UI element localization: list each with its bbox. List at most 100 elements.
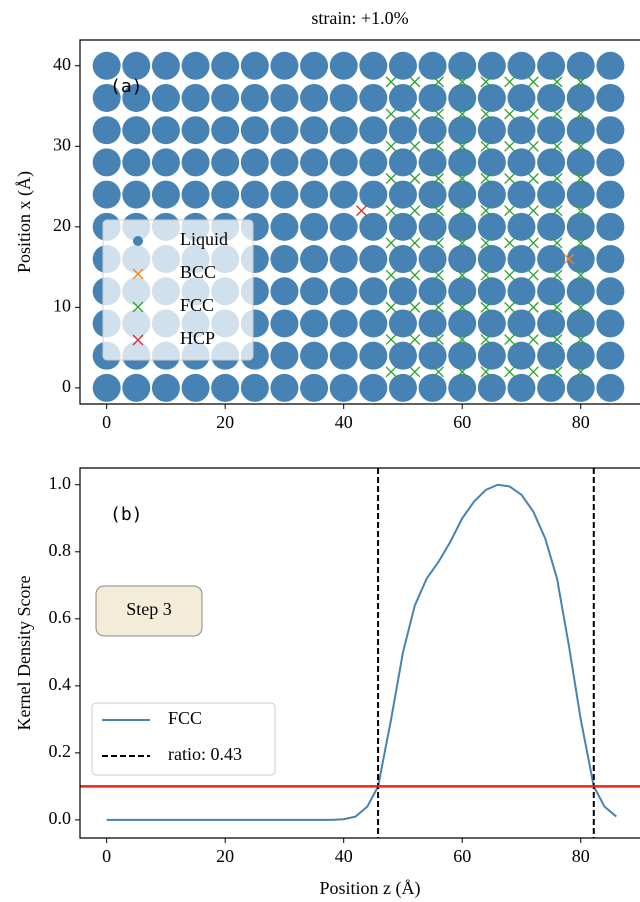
point	[477, 116, 506, 145]
point	[504, 173, 516, 184]
point	[566, 341, 595, 370]
point	[409, 205, 421, 217]
x-tick-label: 80	[572, 846, 590, 866]
point	[448, 373, 477, 402]
point	[151, 83, 180, 112]
point	[151, 148, 180, 177]
point	[270, 83, 299, 112]
point	[566, 373, 595, 402]
point	[504, 269, 516, 281]
point	[329, 180, 358, 209]
point	[270, 212, 299, 241]
point	[477, 212, 506, 241]
point	[409, 76, 421, 88]
point	[448, 51, 477, 80]
point	[122, 51, 151, 80]
x-axis-label: Position z (Å)	[320, 878, 421, 899]
point	[596, 277, 625, 306]
point	[329, 373, 358, 402]
y-tick-label: 20	[53, 215, 71, 235]
panel-label: (a)	[110, 76, 143, 97]
point	[300, 212, 329, 241]
point	[300, 373, 329, 402]
point	[300, 245, 329, 274]
legend-marker	[133, 236, 143, 246]
point	[122, 148, 151, 177]
legend-label: ratio: 0.43	[168, 744, 242, 764]
y-tick-label: 0.4	[49, 674, 72, 694]
point	[507, 277, 536, 306]
point	[433, 334, 444, 346]
point	[359, 373, 388, 402]
point	[270, 277, 299, 306]
point	[211, 51, 240, 80]
axis-spine	[79, 467, 640, 839]
point	[151, 116, 180, 145]
point	[507, 116, 536, 145]
point	[433, 366, 444, 378]
point	[537, 51, 566, 80]
point	[527, 237, 539, 249]
point	[551, 237, 563, 249]
point	[551, 108, 563, 120]
y-tick-label: 0	[62, 376, 71, 396]
point	[575, 140, 587, 152]
point	[507, 212, 536, 241]
x-tick-label: 20	[216, 846, 234, 866]
point	[433, 76, 444, 88]
point	[418, 373, 447, 402]
point	[537, 83, 566, 112]
point	[477, 373, 506, 402]
point	[537, 277, 566, 306]
point	[240, 116, 269, 145]
point	[388, 277, 417, 306]
point	[504, 140, 516, 152]
point	[575, 334, 587, 346]
point	[480, 237, 492, 249]
point	[575, 237, 587, 249]
point	[92, 51, 121, 80]
legend-label: FCC	[180, 295, 214, 315]
legend-label: HCP	[180, 328, 215, 348]
point	[122, 116, 151, 145]
legend-marker	[132, 268, 144, 280]
point	[537, 212, 566, 241]
legend-label: FCC	[168, 708, 202, 728]
point	[300, 83, 329, 112]
point	[566, 83, 595, 112]
point	[211, 116, 240, 145]
point	[507, 83, 536, 112]
point	[448, 212, 477, 241]
point	[300, 116, 329, 145]
point	[270, 180, 299, 209]
point	[409, 237, 421, 249]
point	[527, 269, 539, 281]
point	[537, 373, 566, 402]
point	[388, 83, 417, 112]
point	[456, 301, 468, 313]
y-axis-label: Kernel Density Score	[14, 576, 34, 731]
point	[270, 148, 299, 177]
point	[456, 366, 468, 378]
point	[240, 373, 269, 402]
point	[551, 269, 563, 281]
point	[270, 373, 299, 402]
y-tick-label: 1.0	[49, 473, 72, 493]
point	[92, 148, 121, 177]
point	[504, 237, 516, 249]
point	[575, 173, 587, 184]
point	[270, 309, 299, 338]
point	[596, 373, 625, 402]
point	[537, 180, 566, 209]
point	[480, 140, 492, 152]
point	[270, 341, 299, 370]
x-tick-label: 40	[335, 412, 353, 432]
line	[106, 483, 617, 821]
point	[388, 341, 417, 370]
panel-label: (b)	[110, 504, 143, 525]
point	[211, 83, 240, 112]
point	[92, 180, 121, 209]
point	[388, 212, 417, 241]
point	[409, 366, 421, 378]
point	[456, 237, 468, 249]
